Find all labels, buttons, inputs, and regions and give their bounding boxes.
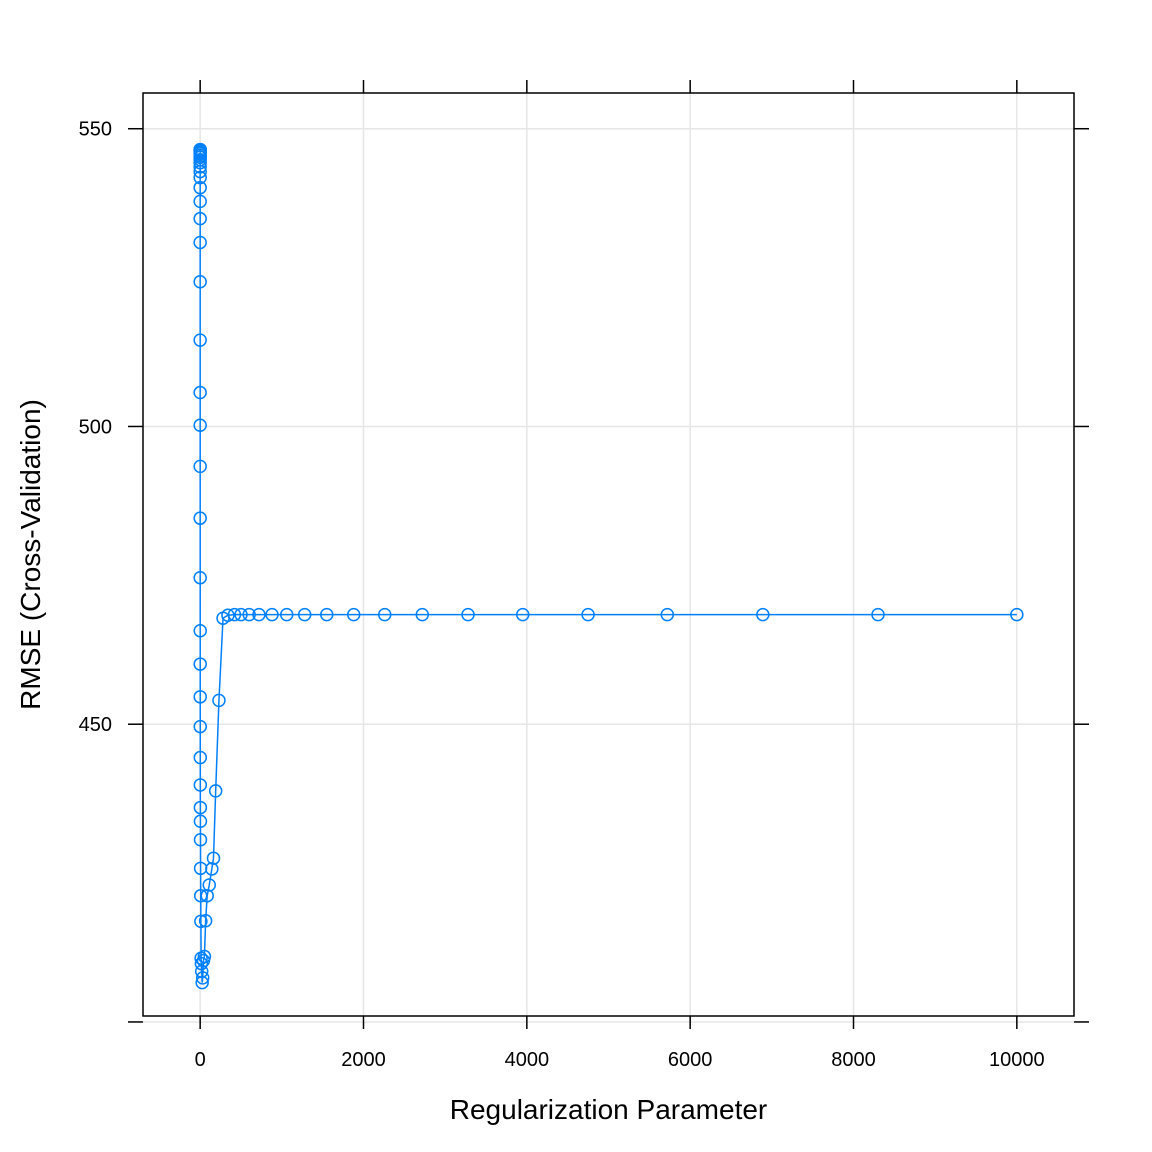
gridlines — [143, 93, 1074, 1023]
y-axis-title: RMSE (Cross-Validation) — [15, 399, 46, 710]
data-point — [193, 418, 207, 433]
data-point — [415, 607, 430, 622]
x-tick-label: 2000 — [341, 1049, 386, 1071]
data-point — [193, 275, 207, 289]
data-point — [194, 956, 209, 971]
data-point — [212, 693, 226, 708]
axis-ticks: 0 2000 4000 6000 8000 10000 450 500 550 — [79, 80, 1089, 1071]
data-point — [206, 851, 221, 865]
data-point — [660, 607, 675, 622]
data-point — [193, 333, 207, 347]
x-axis-title: Regularization Parameter — [450, 1094, 768, 1125]
data-point — [279, 607, 294, 622]
x-tick-label: 8000 — [831, 1049, 876, 1071]
data-point — [193, 832, 208, 847]
data-point — [193, 194, 207, 209]
data-point — [265, 607, 279, 622]
data-point — [193, 235, 207, 250]
data-point — [193, 623, 207, 638]
data-point — [193, 170, 207, 185]
series-layer — [193, 142, 1024, 990]
data-point — [195, 971, 210, 985]
data-point — [320, 607, 334, 622]
data-point — [297, 607, 312, 622]
data-point — [346, 607, 361, 622]
plot-panel-border — [142, 92, 1075, 1017]
data-point — [194, 914, 208, 929]
y-tick-label: 500 — [79, 416, 112, 438]
data-point — [227, 607, 242, 622]
data-point — [193, 888, 208, 903]
data-point — [197, 949, 212, 964]
data-point — [756, 607, 770, 622]
y-tick-label: 450 — [79, 714, 112, 736]
data-point — [242, 607, 256, 622]
x-tick-label: 6000 — [668, 1049, 713, 1071]
data-point — [221, 608, 235, 622]
x-tick-label: 10000 — [989, 1049, 1045, 1071]
data-point — [193, 750, 208, 765]
data-point — [193, 570, 207, 585]
data-point — [252, 607, 266, 622]
data-point — [193, 511, 207, 525]
data-point — [205, 862, 219, 876]
data-point — [202, 878, 216, 892]
data-point — [200, 888, 214, 903]
data-point — [461, 607, 475, 622]
x-tick-label: 4000 — [505, 1049, 550, 1071]
data-point — [581, 607, 595, 622]
data-point — [193, 180, 207, 195]
data-point — [193, 459, 207, 474]
data-point — [208, 784, 223, 798]
data-point — [193, 778, 208, 792]
data-point — [193, 155, 207, 170]
data-point — [377, 607, 392, 622]
data-point — [1010, 607, 1024, 622]
data-point — [193, 160, 207, 174]
data-point — [193, 719, 208, 734]
series-line — [199, 149, 1017, 983]
data-point — [198, 913, 213, 928]
data-point — [193, 657, 207, 671]
data-point — [193, 164, 207, 179]
x-tick-label: 0 — [195, 1049, 206, 1071]
data-point — [193, 385, 207, 400]
data-point — [193, 814, 208, 829]
data-point — [516, 607, 530, 622]
data-point — [193, 800, 208, 815]
data-point — [871, 607, 885, 622]
data-point — [193, 211, 207, 226]
data-point — [234, 607, 248, 622]
y-tick-label: 550 — [79, 119, 112, 141]
data-point — [193, 690, 207, 704]
data-point — [195, 975, 209, 990]
